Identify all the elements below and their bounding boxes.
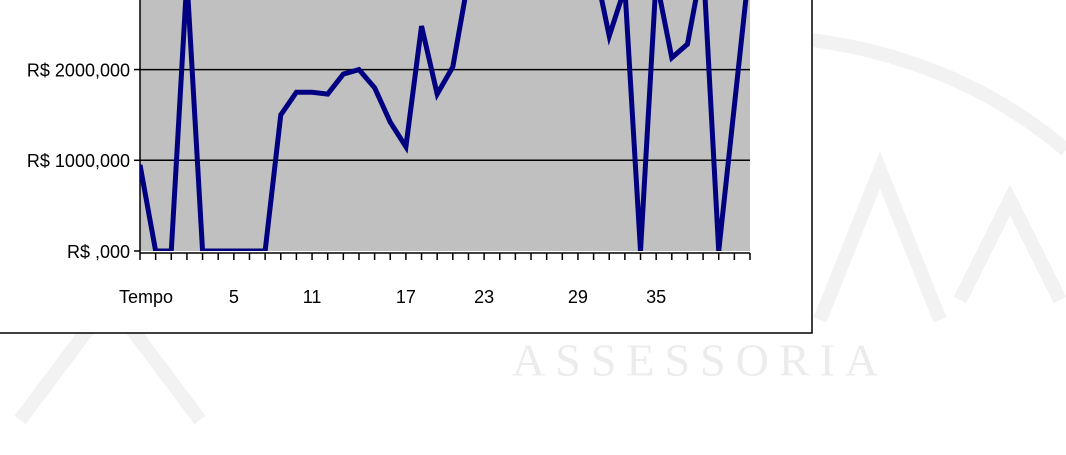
x-tick-label: 17	[396, 287, 416, 307]
x-tick-label: 11	[303, 287, 322, 307]
x-tick-label: 23	[474, 287, 494, 307]
x-tick-label: 29	[568, 287, 588, 307]
plot-area	[140, 0, 750, 251]
watermark-shapes	[14, 33, 1066, 425]
x-tick-label: Tempo	[119, 287, 173, 307]
data-line	[140, 0, 749, 251]
y-tick-label: R$ 1000,000	[27, 151, 130, 171]
y-tick-label: R$ ,000	[67, 242, 130, 262]
x-tick-label: 5	[229, 287, 239, 307]
x-tick-label: 35	[646, 287, 666, 307]
y-tick-label: R$ 2000,000	[27, 60, 130, 80]
watermark: ASSESSORIA	[512, 335, 888, 386]
